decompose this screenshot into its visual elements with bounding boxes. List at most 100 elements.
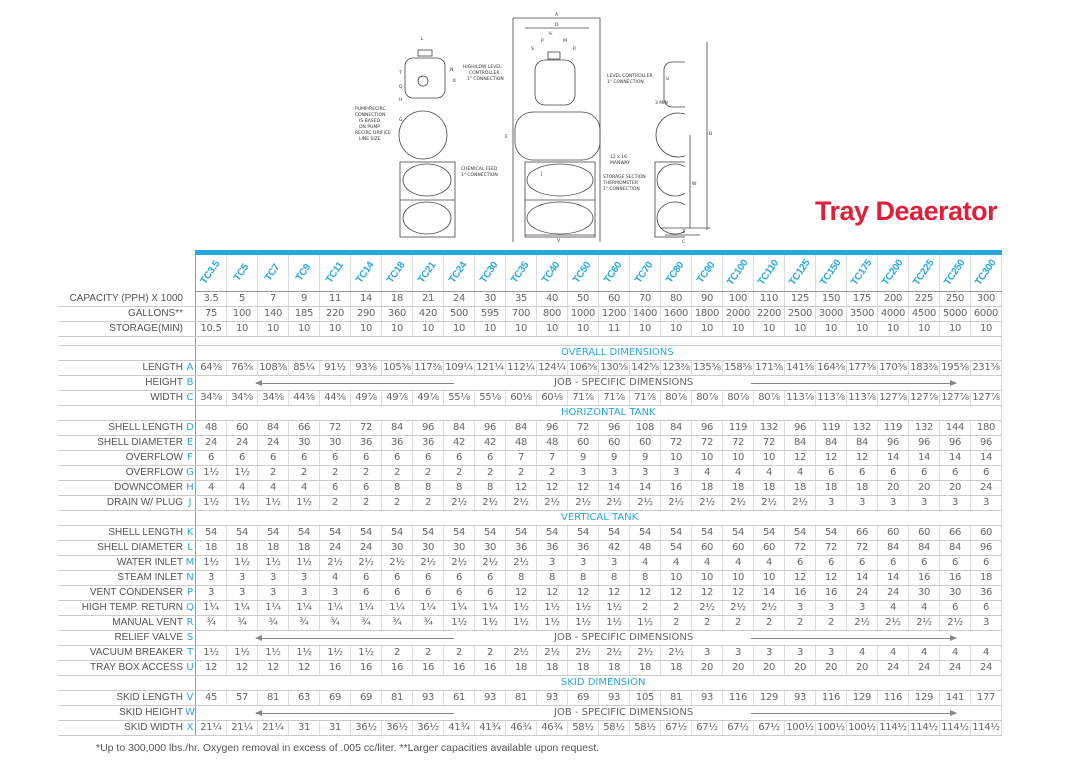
table-cell: 10 bbox=[660, 450, 692, 466]
table-cell: 4 bbox=[939, 645, 971, 661]
table-cell: 7 bbox=[536, 450, 568, 466]
row-label: STEAM INLET bbox=[58, 570, 185, 586]
dim-label-e: E bbox=[505, 134, 508, 140]
table-cell: 2 bbox=[443, 465, 475, 481]
table-cell: 6 bbox=[412, 570, 444, 586]
right-arrow-line bbox=[751, 380, 957, 386]
table-cell: 2 bbox=[381, 465, 413, 481]
table-cell: 18 bbox=[846, 480, 878, 496]
table-cell: 84 bbox=[815, 435, 847, 451]
row-label: SHELL LENGTH bbox=[58, 420, 185, 436]
dim-label-v: V bbox=[557, 238, 561, 244]
table-cell: 72 bbox=[846, 540, 878, 556]
table-cell: 71⅞ bbox=[567, 390, 599, 406]
table-cell: 290 bbox=[350, 306, 382, 322]
table-cell: 2½ bbox=[412, 555, 444, 571]
table-cell: 4 bbox=[908, 600, 940, 616]
table-cell: 18 bbox=[226, 540, 258, 556]
row-letter: V bbox=[185, 690, 196, 706]
fraction-label: ⅝ bbox=[548, 31, 553, 37]
table-cell: 132 bbox=[846, 420, 878, 436]
section-blank bbox=[58, 675, 185, 691]
table-cell: 2½ bbox=[567, 495, 599, 511]
table-cell: ¾ bbox=[381, 615, 413, 631]
table-cell: 16 bbox=[381, 660, 413, 676]
row-label: STORAGE(MIN) bbox=[58, 321, 185, 337]
table-cell: 14 bbox=[598, 480, 630, 496]
dim-label-b: B bbox=[709, 131, 712, 137]
table-cell: 24 bbox=[319, 540, 351, 556]
table-cell: 1½ bbox=[257, 555, 289, 571]
table-cell: 10 bbox=[722, 321, 754, 337]
table-cell: 140 bbox=[257, 306, 289, 322]
table-cell: 2 bbox=[350, 465, 382, 481]
table-cell: 16 bbox=[815, 585, 847, 601]
table-cell: 9 bbox=[288, 291, 320, 307]
model-header-cell: TC40 bbox=[536, 250, 568, 292]
table-cell: 6 bbox=[474, 570, 506, 586]
job-specific-label: JOB - SPECIFIC DIMENSIONS bbox=[554, 707, 694, 718]
table-cell: 2½ bbox=[505, 555, 537, 571]
table-cell: 93 bbox=[784, 690, 816, 706]
model-header-cell: TC50 bbox=[567, 250, 599, 292]
table-cell: 72 bbox=[815, 540, 847, 556]
table-cell: 80⅞ bbox=[753, 390, 785, 406]
model-name: TC50 bbox=[571, 260, 594, 286]
table-cell: 2½ bbox=[443, 495, 475, 511]
table-row: STORAGE(MIN) 10.5 10 10 10 10 10 10 10 10 10 10 10 10… bbox=[58, 321, 1002, 337]
table-cell: 141 bbox=[939, 690, 971, 706]
table-cell: 10 bbox=[970, 321, 1002, 337]
table-cell: 1½ bbox=[536, 600, 568, 616]
table-cell: 106⅝ bbox=[567, 360, 599, 376]
table-cell: 71⅞ bbox=[598, 390, 630, 406]
table-cell: 6 bbox=[939, 465, 971, 481]
table-cell: 12 bbox=[195, 660, 227, 676]
table-cell: 58½ bbox=[567, 720, 599, 736]
model-header-cell: TC3.5 bbox=[195, 250, 227, 292]
table-cell: 129 bbox=[753, 690, 785, 706]
circle-label-q: Q bbox=[399, 84, 403, 90]
circle-label-t: T bbox=[398, 70, 402, 76]
circle-label-p: P bbox=[541, 38, 544, 44]
table-cell: 20 bbox=[691, 660, 723, 676]
table-cell: 10 bbox=[691, 450, 723, 466]
table-cell: 2500 bbox=[784, 306, 816, 322]
table-cell: 125 bbox=[784, 291, 816, 307]
table-cell: 2 bbox=[691, 615, 723, 631]
table-cell: 6 bbox=[350, 570, 382, 586]
table-cell: 127⅞ bbox=[970, 390, 1002, 406]
table-cell: 16 bbox=[443, 660, 475, 676]
table-cell: 36 bbox=[505, 540, 537, 556]
model-name: TC60 bbox=[602, 260, 625, 286]
row-label: SHELL DIAMETER bbox=[58, 540, 185, 556]
table-cell: 114½ bbox=[939, 720, 971, 736]
dim-label-z: Z bbox=[682, 229, 685, 235]
table-cell: 2 bbox=[381, 495, 413, 511]
table-cell: 2 bbox=[660, 615, 692, 631]
table-cell: 127⅞ bbox=[877, 390, 909, 406]
table-cell: 2½ bbox=[536, 645, 568, 661]
table-cell: 2 bbox=[319, 465, 351, 481]
row-label: VENT CONDENSER bbox=[58, 585, 185, 601]
table-row: WATER INLET M 1½ 1½ 1½ 1½ 2½ 2½ 2½ 2½ 2½ 2½ 2½ 3 3 3 4 4 4… bbox=[58, 555, 1002, 571]
table-cell: 158⅜ bbox=[722, 360, 754, 376]
table-cell: 1½ bbox=[567, 615, 599, 631]
table-cell: 175 bbox=[846, 291, 878, 307]
table-cell: 2½ bbox=[443, 555, 475, 571]
table-cell: 72 bbox=[660, 435, 692, 451]
table-cell: 1200 bbox=[598, 306, 630, 322]
table-cell: 1½ bbox=[598, 615, 630, 631]
table-cell: 1½ bbox=[288, 495, 320, 511]
table-cell: 9 bbox=[629, 450, 661, 466]
table-cell: 20 bbox=[877, 480, 909, 496]
table-cell: 10 bbox=[691, 321, 723, 337]
table-cell: 60 bbox=[753, 540, 785, 556]
table-cell: 2 bbox=[412, 465, 444, 481]
table-cell: 30 bbox=[939, 585, 971, 601]
table-cell: 112¼ bbox=[505, 360, 537, 376]
table-cell: 30 bbox=[288, 435, 320, 451]
model-header-cell: TC21 bbox=[412, 250, 444, 292]
table-cell: 72 bbox=[784, 540, 816, 556]
section-header-row: VERTICAL TANK bbox=[58, 510, 1002, 526]
table-cell: 36½ bbox=[350, 720, 382, 736]
